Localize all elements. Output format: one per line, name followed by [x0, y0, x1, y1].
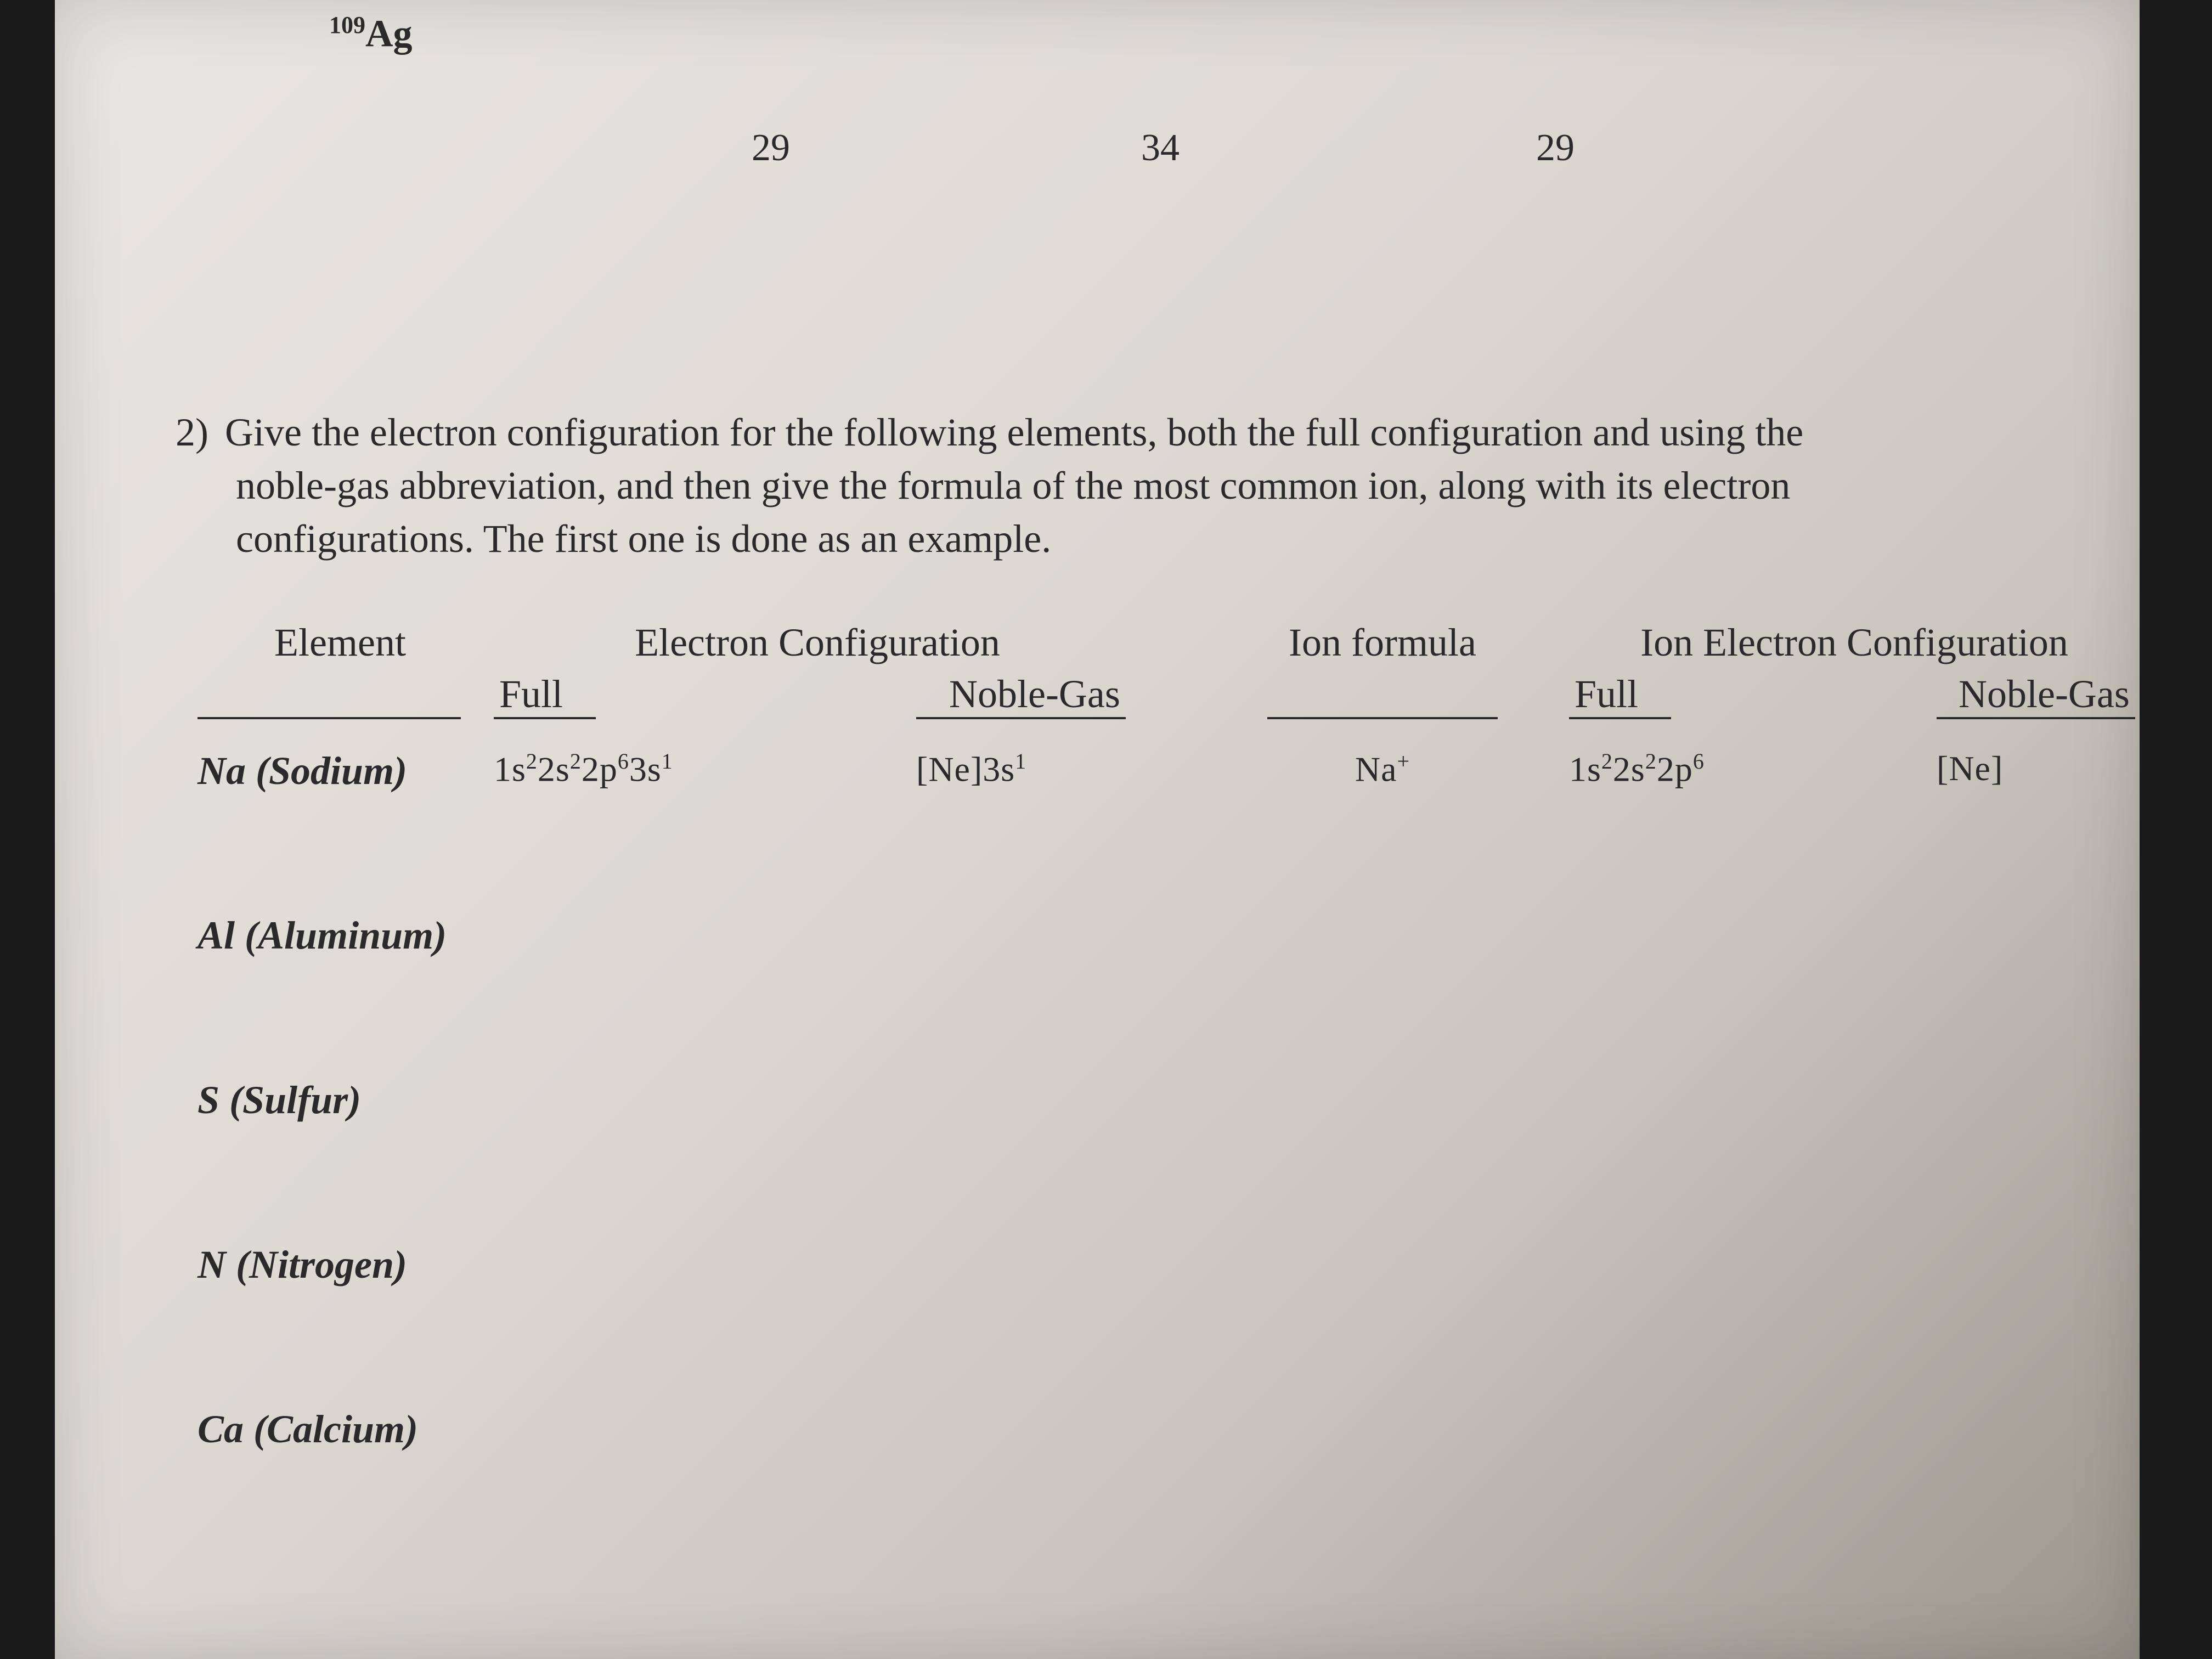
num-3: 29 — [1536, 126, 1575, 170]
num-2: 34 — [1141, 126, 1180, 170]
question-number: 2) — [176, 406, 225, 459]
hdr-full: Full — [494, 672, 801, 719]
element-ca: Ca (Calcium) — [198, 1407, 483, 1452]
row-s: S (Sulfur) — [165, 1077, 2085, 1220]
num-1: 29 — [752, 126, 790, 170]
hdr-electron-config: Electron Configuration — [571, 620, 1064, 665]
hdr-ion-electron-config: Ion Electron Configuration — [1580, 620, 2129, 665]
isotope-symbol: Ag — [365, 13, 413, 55]
row-al: Al (Aluminum) — [165, 913, 2085, 1056]
element-al: Al (Aluminum) — [198, 913, 483, 958]
row-na: Na (Sodium) 1s22s22p63s1 [Ne]3s1 Na+ 1s2… — [165, 748, 2085, 891]
question-line1: Give the electron configuration for the … — [225, 410, 1803, 454]
hdr-noble: Noble-Gas — [916, 672, 1201, 719]
element-s: S (Sulfur) — [198, 1077, 483, 1123]
element-n: N (Nitrogen) — [198, 1242, 483, 1288]
question-text: 2)Give the electron configuration for th… — [176, 406, 2041, 566]
hdr-ion-noble: Noble-Gas — [1937, 672, 2167, 719]
config-table: Element Electron Configuration Ion formu… — [165, 620, 2085, 1549]
hdr-ion-formula: Ion formula — [1262, 620, 1503, 665]
hdr-ion-full: Full — [1569, 672, 1876, 719]
row-ca: Ca (Calcium) — [165, 1407, 2085, 1549]
hdr-element-underline — [198, 672, 483, 719]
header-row-1: Element Electron Configuration Ion formu… — [165, 620, 2085, 669]
question-line3: configurations. The first one is done as… — [176, 512, 2041, 566]
isotope-label: 109Ag — [329, 11, 413, 56]
question-line2: noble-gas abbreviation, and then give th… — [176, 459, 2041, 512]
na-ion: Na+ — [1262, 748, 1503, 789]
isotope-mass: 109 — [329, 12, 365, 38]
row-n: N (Nitrogen) — [165, 1242, 2085, 1385]
worksheet-page: 109Ag 29 34 29 2)Give the electron confi… — [55, 0, 2140, 1659]
element-na: Na (Sodium) — [198, 748, 483, 794]
na-ion-noble-config: [Ne] — [1937, 748, 2167, 789]
header-row-2: Full Noble-Gas Full Noble-Gas — [165, 672, 2085, 715]
na-noble-config: [Ne]3s1 — [916, 748, 1201, 789]
na-full-config: 1s22s22p63s1 — [494, 748, 801, 789]
hdr-element: Element — [198, 620, 483, 665]
na-ion-full-config: 1s22s22p6 — [1569, 748, 1876, 789]
hdr-ion-underline — [1262, 672, 1503, 719]
